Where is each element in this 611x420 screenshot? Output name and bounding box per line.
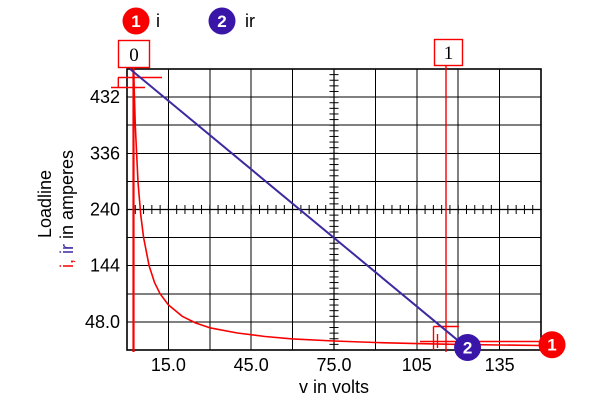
y-tick-label: 144	[90, 256, 120, 276]
legend-trace-number: 1	[131, 12, 140, 31]
cursor-right-box[interactable]: 1	[433, 38, 464, 67]
trace-end-marker-i[interactable]: 1	[538, 331, 566, 359]
legend-trace-number: 2	[217, 12, 226, 31]
x-axis-title: v in volts	[299, 377, 369, 397]
legend-trace-label: i	[156, 11, 160, 31]
cursor-right-box-frame	[433, 38, 464, 67]
center-rulers	[126, 69, 542, 351]
tick-labels: 15.0 45.0 75.0 105 135 48.0 144 240 336 432	[85, 87, 515, 375]
x-tick-label: 15.0	[151, 355, 186, 375]
cursor-right-lines	[420, 65, 545, 352]
y-title-part-ir: ir	[57, 244, 77, 259]
series-layer	[129, 68, 542, 349]
y-tick-label: 432	[90, 87, 120, 107]
plot-border	[126, 68, 542, 351]
x-tick-label: 45.0	[234, 355, 269, 375]
cursor-left-box-frame	[117, 39, 151, 69]
trace-marker-circle	[454, 333, 482, 361]
legend-item-ir[interactable]: 2 ir	[208, 7, 256, 35]
y-tick-label: 240	[90, 200, 120, 220]
series-i-line[interactable]	[132, 68, 542, 347]
trace-marker-circle	[538, 331, 566, 359]
legend-trace-label: ir	[245, 11, 255, 31]
y-axis-title-line1: Loadline	[35, 170, 55, 238]
x-tick-label: 75.0	[316, 355, 351, 375]
trace-1-legend-icon	[122, 7, 150, 35]
x-tick-label: 135	[485, 355, 515, 375]
y-tick-label: 48.0	[85, 312, 120, 332]
trace-2-legend-icon	[208, 7, 236, 35]
y-title-part-units: in amperes	[57, 150, 77, 244]
y-tick-label: 336	[90, 143, 120, 163]
trace-marker-number: 1	[547, 336, 556, 355]
series-ir-line[interactable]	[129, 68, 468, 349]
trace-marker-number: 2	[463, 338, 472, 357]
legend-item-i[interactable]: 1 i	[122, 7, 161, 35]
legend: 1 i 2 ir	[122, 7, 256, 35]
trace-end-marker-ir[interactable]: 2	[454, 333, 482, 361]
cursor-right-number: 1	[444, 43, 454, 64]
cursor-left-box[interactable]: 0	[117, 39, 151, 69]
x-tick-label: 105	[402, 355, 432, 375]
y-title-part-i: i,	[57, 259, 77, 268]
cursor-left-number: 0	[129, 45, 139, 66]
y-axis-title-line2: i, ir in amperes	[57, 150, 77, 268]
